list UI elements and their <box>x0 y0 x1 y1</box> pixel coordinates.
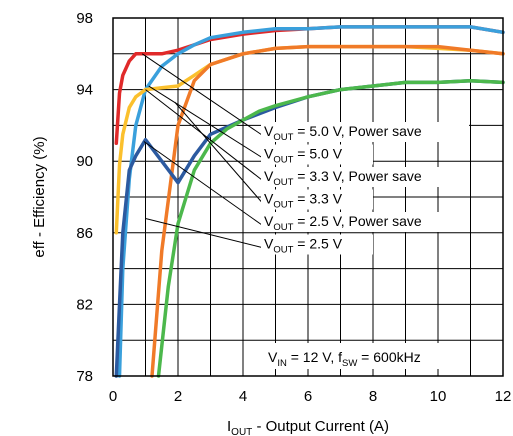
x-tick-label: 4 <box>239 388 247 405</box>
x-axis-label-sub: OUT <box>231 427 252 436</box>
x-axis-label: IOUT - Output Current (A) <box>227 418 389 436</box>
conditions-label-part: = 600kHz <box>357 349 420 365</box>
y-tick-label: 86 <box>76 225 93 242</box>
x-tick-label: 2 <box>174 388 182 405</box>
annotation-label-6-part: OUT <box>273 245 293 256</box>
annotation-label-2-part: = 5.0 V <box>293 146 342 162</box>
annotation-label-1-part: OUT <box>273 132 293 143</box>
x-tick-label: 6 <box>304 388 312 405</box>
annotation-label-2-part: OUT <box>273 155 293 166</box>
x-tick-label: 0 <box>109 388 117 405</box>
conditions-label-part: = 12 V, f <box>287 349 342 365</box>
x-axis-label-rest: - Output Current (A) <box>252 418 389 435</box>
y-axis-label: eff - Efficiency (%) <box>31 136 48 257</box>
x-tick-label: 10 <box>430 388 447 405</box>
annotation-label-4-part: = 3.3 V <box>293 191 342 207</box>
annotation-label-1-part: = 5.0 V, Power save <box>293 123 421 139</box>
annotation-label-5-part: OUT <box>273 222 293 233</box>
annotation-label-4-part: OUT <box>273 200 293 211</box>
annotation-label-6-part: = 2.5 V <box>293 236 342 252</box>
annotation-label-3-part: OUT <box>273 177 293 188</box>
annotation-label-5-part: = 2.5 V, Power save <box>293 213 421 229</box>
conditions-label-part: SW <box>342 358 357 369</box>
annotation-label-3-part: = 3.3 V, Power save <box>293 168 421 184</box>
y-tick-label: 94 <box>76 82 93 99</box>
x-tick-label: 8 <box>369 388 377 405</box>
conditions-label-part: IN <box>277 358 287 369</box>
y-tick-label: 82 <box>76 296 93 313</box>
y-tick-label: 90 <box>76 153 93 170</box>
x-tick-label: 12 <box>495 388 512 405</box>
y-tick-label: 98 <box>76 10 93 27</box>
y-tick-label: 78 <box>76 368 93 385</box>
